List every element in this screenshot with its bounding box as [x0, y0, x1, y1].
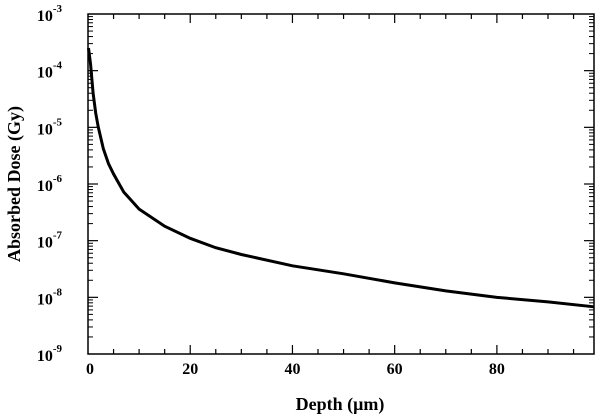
x-tick-label: 60 — [387, 361, 403, 378]
x-tick-label: 0 — [86, 361, 94, 378]
x-axis-title: Depth (μm) — [296, 394, 385, 415]
y-tick-label: 10-9 — [37, 343, 63, 365]
plot-frame — [87, 13, 595, 355]
y-tick-label: 10-7 — [37, 230, 63, 252]
x-tick-label: 20 — [182, 361, 198, 378]
y-tick-label: 10-8 — [37, 286, 63, 308]
y-axis-ticks — [88, 16, 594, 338]
x-axis-tick-labels: 0 20 40 60 80 — [86, 361, 505, 378]
y-axis-title: Absorbed Dose (Gy) — [4, 106, 25, 262]
y-tick-label: 10-3 — [37, 3, 63, 25]
y-tick-label: 10-6 — [37, 173, 63, 195]
y-tick-label: 10-4 — [37, 60, 63, 82]
x-tick-label: 40 — [284, 361, 300, 378]
x-axis-ticks — [112, 14, 575, 354]
x-tick-label: 80 — [489, 361, 505, 378]
dose-curve-line — [87, 47, 595, 309]
y-tick-label: 10-5 — [37, 116, 63, 138]
y-axis-tick-labels: 10-9 10-8 10-7 10-6 10-5 10-4 10-3 — [37, 3, 63, 365]
